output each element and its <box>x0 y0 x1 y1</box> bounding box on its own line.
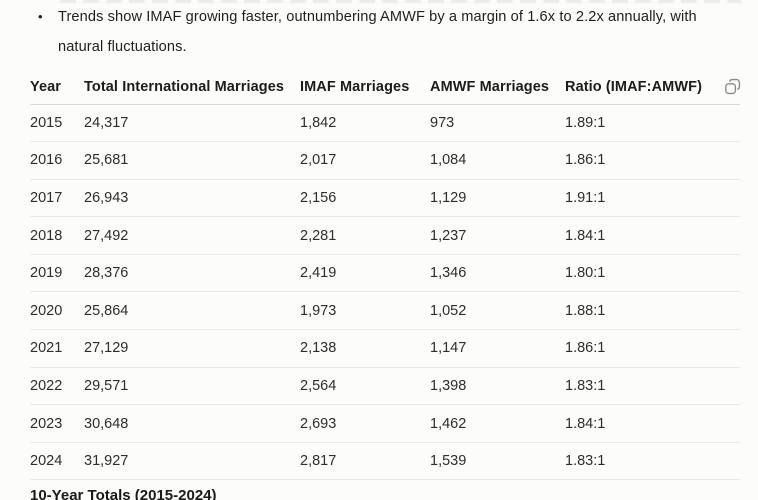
section-heading-totals: 10-Year Totals (2015-2024) <box>30 487 217 500</box>
column-header-total: Total International Marriages <box>84 70 300 105</box>
cell-ratio: 1.84:1 <box>565 216 740 255</box>
cell-imaf: 1,973 <box>300 291 430 331</box>
cell-amwf: 1,052 <box>430 291 565 331</box>
table-row: 2016 25,681 2,017 1,084 1.86:1 <box>30 141 740 180</box>
table-row: 2020 25,864 1,973 1,052 1.88:1 <box>30 291 740 331</box>
table-body: 2015 24,317 1,842 973 1.89:1 2016 25,681… <box>30 104 740 481</box>
table-row: 2022 29,571 2,564 1,398 1.83:1 <box>30 367 740 406</box>
cell-ratio: 1.86:1 <box>565 329 740 368</box>
cell-total: 30,648 <box>84 404 300 443</box>
cell-year: 2020 <box>30 291 84 331</box>
cell-total: 27,129 <box>84 329 300 368</box>
cell-year: 2015 <box>30 104 84 143</box>
cell-ratio: 1.89:1 <box>565 104 740 143</box>
column-header-year: Year <box>30 70 84 105</box>
cell-total: 25,681 <box>84 141 300 180</box>
table-row: 2024 31,927 2,817 1,539 1.83:1 <box>30 442 740 481</box>
cell-imaf: 2,419 <box>300 254 430 293</box>
table-header-row: Year Total International Marriages IMAF … <box>30 70 740 105</box>
bullet-text: Trends show IMAF growing faster, outnumb… <box>58 9 697 55</box>
cell-total: 25,864 <box>84 291 300 331</box>
cell-imaf: 2,281 <box>300 216 430 255</box>
cell-amwf: 1,147 <box>430 329 565 368</box>
marriage-statistics-table: Year Total International Marriages IMAF … <box>30 70 740 481</box>
cell-ratio: 1.80:1 <box>565 254 740 293</box>
cell-amwf: 1,129 <box>430 179 565 218</box>
cell-year: 2017 <box>30 179 84 218</box>
cell-ratio: 1.86:1 <box>565 141 740 180</box>
column-header-ratio: Ratio (IMAF:AMWF) <box>565 70 740 105</box>
table-row: 2019 28,376 2,419 1,346 1.80:1 <box>30 254 740 293</box>
column-header-amwf: AMWF Marriages <box>430 70 565 105</box>
cell-imaf: 2,156 <box>300 179 430 218</box>
cell-ratio: 1.84:1 <box>565 404 740 443</box>
cell-amwf: 1,084 <box>430 141 565 180</box>
table-row: 2015 24,317 1,842 973 1.89:1 <box>30 104 740 143</box>
cell-ratio: 1.91:1 <box>565 179 740 218</box>
cell-amwf: 1,398 <box>430 367 565 406</box>
copy-icon <box>724 78 741 95</box>
table-row: 2021 27,129 2,138 1,147 1.86:1 <box>30 329 740 368</box>
cell-amwf: 1,462 <box>430 404 565 443</box>
cell-amwf: 1,346 <box>430 254 565 293</box>
cell-total: 26,943 <box>84 179 300 218</box>
cell-amwf: 1,237 <box>430 216 565 255</box>
cell-total: 29,571 <box>84 367 300 406</box>
cell-total: 27,492 <box>84 216 300 255</box>
cell-amwf: 973 <box>430 104 565 143</box>
cell-imaf: 1,842 <box>300 104 430 143</box>
cell-imaf: 2,138 <box>300 329 430 368</box>
bullet-list-item: • Trends show IMAF growing faster, outnu… <box>38 2 730 62</box>
cell-year: 2019 <box>30 254 84 293</box>
cell-ratio: 1.88:1 <box>565 291 740 331</box>
cell-imaf: 2,693 <box>300 404 430 443</box>
cell-total: 24,317 <box>84 104 300 143</box>
bullet-marker: • <box>38 9 43 24</box>
cell-ratio: 1.83:1 <box>565 367 740 406</box>
table-row: 2023 30,648 2,693 1,462 1.84:1 <box>30 404 740 443</box>
cell-year: 2018 <box>30 216 84 255</box>
cell-year: 2021 <box>30 329 84 368</box>
data-table-container: Year Total International Marriages IMAF … <box>30 70 740 481</box>
table-row: 2018 27,492 2,281 1,237 1.84:1 <box>30 216 740 255</box>
cell-amwf: 1,539 <box>430 442 565 481</box>
cell-year: 2022 <box>30 367 84 406</box>
cell-ratio: 1.83:1 <box>565 442 740 481</box>
cell-imaf: 2,017 <box>300 141 430 180</box>
column-header-imaf: IMAF Marriages <box>300 70 430 105</box>
table-row: 2017 26,943 2,156 1,129 1.91:1 <box>30 179 740 218</box>
clipped-text-artifact <box>60 0 742 3</box>
cell-year: 2016 <box>30 141 84 180</box>
cell-total: 31,927 <box>84 442 300 481</box>
cell-year: 2023 <box>30 404 84 443</box>
cell-imaf: 2,564 <box>300 367 430 406</box>
cell-imaf: 2,817 <box>300 442 430 481</box>
cell-year: 2024 <box>30 442 84 481</box>
copy-table-button[interactable] <box>720 74 744 98</box>
table-header: Year Total International Marriages IMAF … <box>30 70 740 105</box>
cell-total: 28,376 <box>84 254 300 293</box>
